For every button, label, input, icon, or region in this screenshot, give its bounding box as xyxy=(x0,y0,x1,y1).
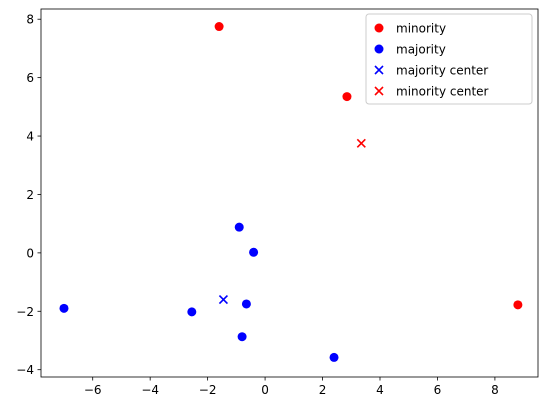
majority-center-point-0-stroke-b xyxy=(218,295,228,305)
legend-label-majority-center: majority center xyxy=(396,64,488,78)
minority-point-1 xyxy=(342,92,352,102)
y-tick-label-0: −4 xyxy=(16,363,34,377)
minority-center-point-0-stroke-b xyxy=(356,138,366,148)
axes: −6 −4 −2 0 2 4 6 8 −4 −2 0 2 4 6 8 xyxy=(16,8,539,397)
y-tick-label-5: 6 xyxy=(26,71,34,85)
x-tick-label-6: 6 xyxy=(434,383,442,397)
majority-point-5 xyxy=(237,332,247,342)
legend: minority majority majority center minority … xyxy=(365,13,533,105)
majority-point-4 xyxy=(241,299,251,309)
x-tick-label-0: −6 xyxy=(84,383,102,397)
legend-marker-majority xyxy=(374,44,384,54)
majority-point-1 xyxy=(249,247,259,257)
data-marks xyxy=(59,22,523,362)
x-tick-label-1: −4 xyxy=(141,383,159,397)
majority-point-3 xyxy=(187,307,197,317)
majority-center-point-0 xyxy=(218,295,228,305)
y-tick-label-1: −2 xyxy=(16,305,34,319)
legend-marker-majority-center-stroke-b xyxy=(374,65,384,75)
y-tick-label-2: 0 xyxy=(26,246,34,260)
legend-label-minority-center: minority center xyxy=(396,85,489,99)
x-tick-label-7: 8 xyxy=(491,383,499,397)
x-tick-label-4: 2 xyxy=(319,383,327,397)
x-tick-label-2: −2 xyxy=(199,383,217,397)
minority-center-point-0 xyxy=(356,138,366,148)
minority-point-2 xyxy=(513,300,523,310)
plot-frame xyxy=(40,8,539,378)
legend-label-majority: majority xyxy=(396,43,446,57)
majority-point-2 xyxy=(59,303,69,313)
legend-box xyxy=(365,13,533,105)
x-tick-label-5: 4 xyxy=(376,383,384,397)
legend-marker-minority-center xyxy=(374,86,384,96)
y-tick-label-4: 4 xyxy=(26,130,34,144)
y-tick-label-3: 2 xyxy=(26,188,34,202)
legend-label-minority: minority xyxy=(396,22,446,36)
majority-point-6 xyxy=(329,352,339,362)
y-tick-label-6: 8 xyxy=(26,13,34,27)
x-tick-label-3: 0 xyxy=(261,383,269,397)
legend-marker-majority-center xyxy=(374,65,384,75)
legend-marker-minority xyxy=(374,23,384,33)
majority-point-0 xyxy=(234,222,244,232)
legend-marker-minority-center-stroke-b xyxy=(374,86,384,96)
minority-point-0 xyxy=(214,22,224,32)
